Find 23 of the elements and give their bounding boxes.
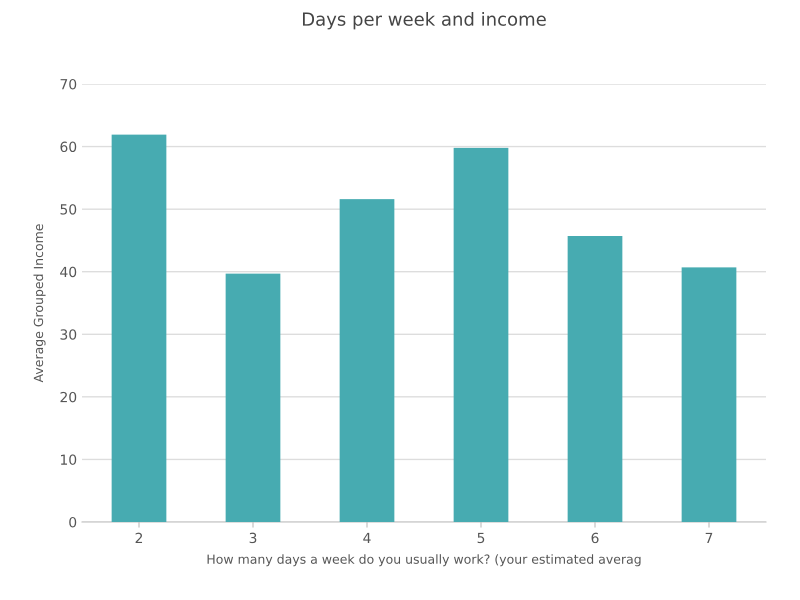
y-tick-label: 60 — [60, 142, 76, 152]
y-tick-label: 0 — [69, 516, 76, 528]
y-tick-label: 70 — [60, 78, 76, 90]
x-axis-title: How many days a week do you usually work? (your estimated averag — [208, 554, 641, 566]
y-tick-label: 20 — [60, 392, 76, 402]
x-tick-label: 6 — [592, 532, 599, 544]
x-tick-label: 7 — [706, 532, 712, 543]
x-tick-label: 4 — [363, 532, 371, 543]
y-tick-label: 40 — [60, 266, 76, 278]
y-axis-title: Average Grouped Income — [33, 224, 46, 382]
y-tick-label: 30 — [60, 329, 76, 340]
bar — [340, 199, 394, 522]
x-tick-label: 3 — [250, 532, 256, 544]
x-tick-label: 5 — [478, 532, 484, 544]
chart-title: Days per week and income — [302, 12, 546, 30]
x-tick-label: 2 — [136, 532, 142, 543]
bar — [682, 267, 736, 522]
y-tick-label: 10 — [60, 454, 76, 465]
y-tick-label: 50 — [60, 204, 76, 215]
bar — [226, 274, 280, 522]
bar — [454, 148, 508, 522]
bar — [568, 236, 622, 522]
bar — [112, 134, 166, 522]
